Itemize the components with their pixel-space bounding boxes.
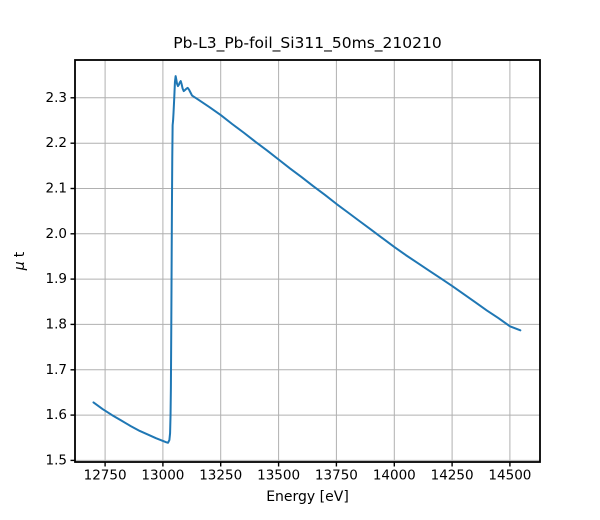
x-tick-label: 13000	[141, 468, 184, 484]
x-tick-label: 13750	[315, 468, 358, 484]
y-tick-label: 2.1	[46, 181, 67, 197]
x-tick-label: 14000	[373, 468, 416, 484]
x-axis-label: Energy [eV]	[266, 489, 349, 505]
y-tick-label: 2.3	[46, 90, 67, 106]
x-tick-label: 14250	[431, 468, 474, 484]
y-tick-label: 1.7	[46, 362, 67, 378]
y-tick-label: 2.2	[46, 135, 67, 151]
x-tick-label: 13500	[257, 468, 300, 484]
chart-title: Pb-L3_Pb-foil_Si311_50ms_210210	[173, 34, 442, 52]
y-tick-label: 1.9	[46, 271, 67, 287]
y-tick-label: 1.6	[46, 407, 67, 423]
y-axis-label-unit: t	[12, 251, 28, 258]
axes-spines	[74, 59, 541, 463]
data-line	[92, 75, 522, 444]
y-axis-label: μt	[12, 252, 28, 270]
x-tick-label: 13250	[199, 468, 242, 484]
y-axis-label-mu: μ	[12, 261, 28, 271]
y-tick-label: 1.5	[46, 452, 67, 468]
y-tick-label: 1.8	[46, 316, 67, 332]
x-tick-label: 14500	[488, 468, 531, 484]
x-tick-label: 12750	[84, 468, 127, 484]
y-tick-label: 2.0	[46, 226, 67, 242]
